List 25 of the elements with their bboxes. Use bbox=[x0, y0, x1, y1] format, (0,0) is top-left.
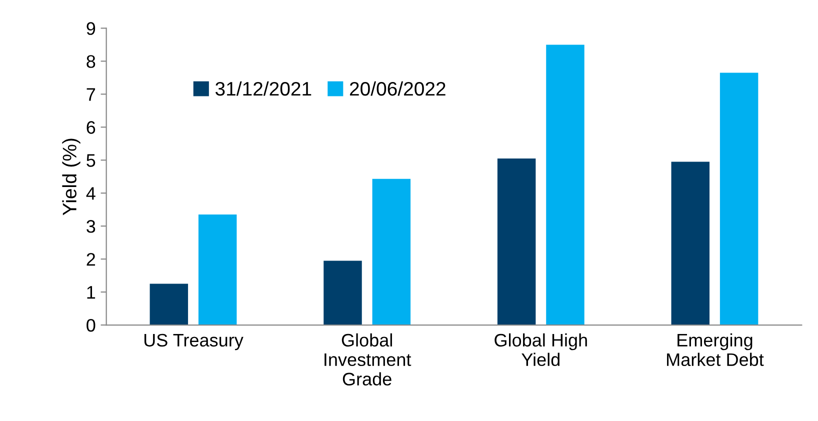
bar bbox=[720, 72, 758, 326]
x-tick-label: Emerging Market Debt bbox=[667, 333, 764, 366]
y-tick-label: 1 bbox=[87, 286, 96, 299]
bar bbox=[324, 260, 362, 326]
legend-label: 31/12/2021 bbox=[216, 81, 312, 96]
bar bbox=[150, 284, 188, 326]
y-tick-label: 8 bbox=[86, 55, 96, 68]
bar bbox=[198, 214, 237, 326]
y-tick-label: 5 bbox=[86, 154, 96, 167]
y-axis-title: Yield (%) bbox=[62, 138, 80, 216]
x-tick-label: Global Investment Grade bbox=[324, 333, 412, 386]
y-tick-label: 4 bbox=[86, 187, 96, 200]
legend-label: 20/06/2022 bbox=[350, 81, 446, 96]
y-tick-label: 9 bbox=[86, 22, 96, 35]
x-tick-label: US Treasury bbox=[144, 334, 244, 350]
bar bbox=[497, 158, 536, 326]
y-tick-label: 3 bbox=[86, 220, 96, 233]
x-tick-label: Global High Yield bbox=[494, 333, 587, 366]
y-tick-label: 6 bbox=[86, 121, 96, 134]
y-tick-label: 7 bbox=[86, 88, 96, 101]
y-tick-label: 2 bbox=[86, 252, 96, 266]
y-tick-label: 0 bbox=[86, 318, 96, 332]
bar bbox=[372, 178, 411, 326]
bar bbox=[671, 162, 710, 326]
bar bbox=[546, 44, 584, 326]
